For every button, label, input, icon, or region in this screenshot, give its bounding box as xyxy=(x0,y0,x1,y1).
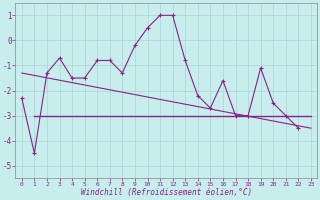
X-axis label: Windchill (Refroidissement éolien,°C): Windchill (Refroidissement éolien,°C) xyxy=(81,188,252,197)
